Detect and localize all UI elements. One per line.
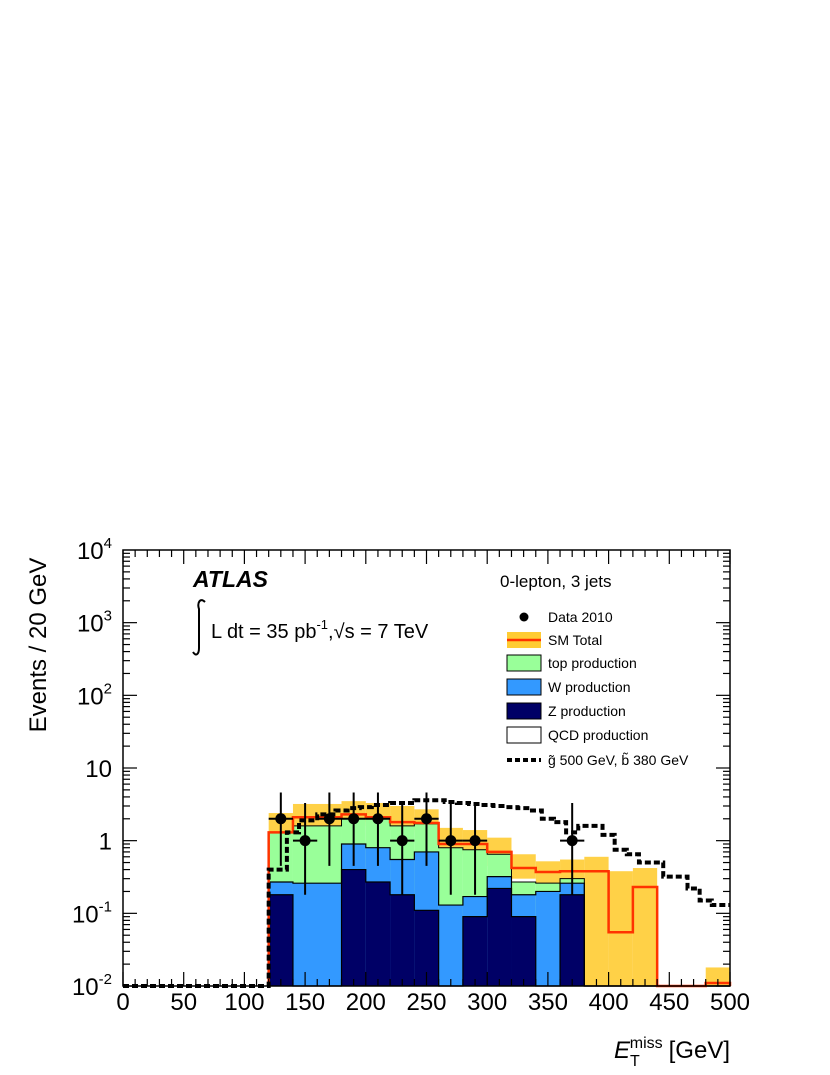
legend: Data 2010 SM Total top production W prod… <box>506 609 689 768</box>
legend-entry-w: W production <box>506 678 630 696</box>
legend-label-qcd: QCD production <box>548 727 648 743</box>
y-tick-label: 10-2 <box>72 971 112 1001</box>
x-tick-label: 450 <box>649 989 689 1016</box>
w-bar <box>535 891 561 986</box>
z-bar <box>268 894 293 986</box>
legend-swatch-qcd <box>506 726 542 744</box>
svg-text:ETmiss[GeV]: ETmiss [GeV] <box>614 1035 730 1070</box>
luminosity-label: L dt = 35 pb-1,√s = 7 TeV <box>192 599 429 656</box>
y-tick-label: 10 <box>85 756 112 783</box>
y-tick-label: 102 <box>77 680 112 710</box>
z-bar <box>341 869 366 986</box>
lumi-text: L dt = 35 pb <box>211 621 316 643</box>
sm-band-bar <box>705 967 730 986</box>
legend-swatch-w <box>506 678 542 696</box>
legend-entry-z: Z production <box>506 702 626 720</box>
x-axis-title-symbol: E <box>614 1037 631 1064</box>
w-bar <box>438 905 463 986</box>
data-point <box>396 835 408 847</box>
sm-band-bar <box>511 854 536 879</box>
x-tick-label: 150 <box>285 989 325 1016</box>
x-tick-label: 300 <box>467 989 507 1016</box>
axes <box>122 549 731 987</box>
x-tick-labels: 0 50 100 150 200 250 300 350 400 450 500 <box>116 989 750 1016</box>
sqrt-icon: √ <box>334 621 345 643</box>
atlas-label: ATLAS <box>192 566 269 592</box>
data-point <box>421 813 432 825</box>
legend-label-signal: g̃ 500 GeV, b̃ 380 GeV <box>548 752 689 768</box>
y-tick-label: 103 <box>77 608 112 638</box>
z-bar <box>511 916 536 986</box>
y-axis-title: Events / 20 GeV <box>25 558 52 733</box>
x-axis-title: ETmiss [GeV] <box>614 1035 730 1070</box>
y-tick-labels: 10-2 10-1 1 10 102 103 104 <box>72 535 112 1001</box>
integral-sign-icon <box>192 599 206 656</box>
data-point <box>299 835 311 847</box>
z-bar <box>462 916 488 986</box>
legend-label-top: top production <box>548 655 637 671</box>
legend-label-z: Z production <box>548 703 626 719</box>
data-point <box>275 813 287 825</box>
y-tick-label: 104 <box>77 535 112 565</box>
data-point <box>323 813 335 825</box>
x-axis-title-sub: T <box>630 1053 640 1070</box>
z-bar <box>487 888 512 986</box>
signal-line <box>123 798 730 988</box>
data-point <box>445 835 457 847</box>
legend-entry-qcd: QCD production <box>506 726 648 744</box>
legend-entry-data: Data 2010 <box>519 609 613 625</box>
stacked-histograms <box>268 818 585 986</box>
legend-marker-data <box>519 612 529 622</box>
legend-entry-signal: g̃ 500 GeV, b̃ 380 GeV <box>507 752 689 768</box>
z-bar <box>390 894 415 986</box>
data-point <box>372 813 384 825</box>
x-axis-title-sup: miss <box>630 1035 663 1052</box>
x-tick-label: 100 <box>224 989 264 1016</box>
lumi-sup: -1 <box>316 617 328 632</box>
legend-entry-sm: SM Total <box>507 632 602 648</box>
sm-band-bar <box>632 868 658 986</box>
x-tick-label: 50 <box>170 989 197 1016</box>
x-tick-label: 200 <box>346 989 386 1016</box>
legend-swatch-z <box>506 702 542 720</box>
data-point <box>469 835 481 847</box>
sm-band-bar <box>608 871 633 986</box>
legend-label-data: Data 2010 <box>548 609 613 625</box>
x-tick-label: 500 <box>710 989 750 1016</box>
data-point <box>566 835 578 847</box>
z-bar <box>560 894 585 986</box>
sm-band-bar <box>584 856 609 986</box>
legend-label-sm: SM Total <box>548 632 602 648</box>
data-points <box>268 792 585 895</box>
svg-text:L dt = 35 pb-1,√s = 7 TeV: L dt = 35 pb-1,√s = 7 TeV <box>211 617 429 643</box>
x-tick-label: 250 <box>406 989 446 1016</box>
legend-swatch-top <box>506 654 542 672</box>
signal-curve <box>123 798 730 988</box>
x-tick-label: 400 <box>589 989 629 1016</box>
z-bar <box>365 881 391 986</box>
y-tick-label: 1 <box>99 829 112 856</box>
energy-text: s = 7 TeV <box>345 621 429 643</box>
data-point <box>348 813 360 825</box>
x-tick-label: 0 <box>116 989 129 1016</box>
x-axis-title-unit: [GeV] <box>669 1037 730 1064</box>
w-bar <box>292 883 342 986</box>
x-tick-label: 350 <box>528 989 568 1016</box>
y-tick-label: 10-1 <box>72 898 112 928</box>
legend-entry-top: top production <box>506 654 637 672</box>
legend-label-w: W production <box>548 679 630 695</box>
channel-label: 0-lepton, 3 jets <box>500 572 612 591</box>
